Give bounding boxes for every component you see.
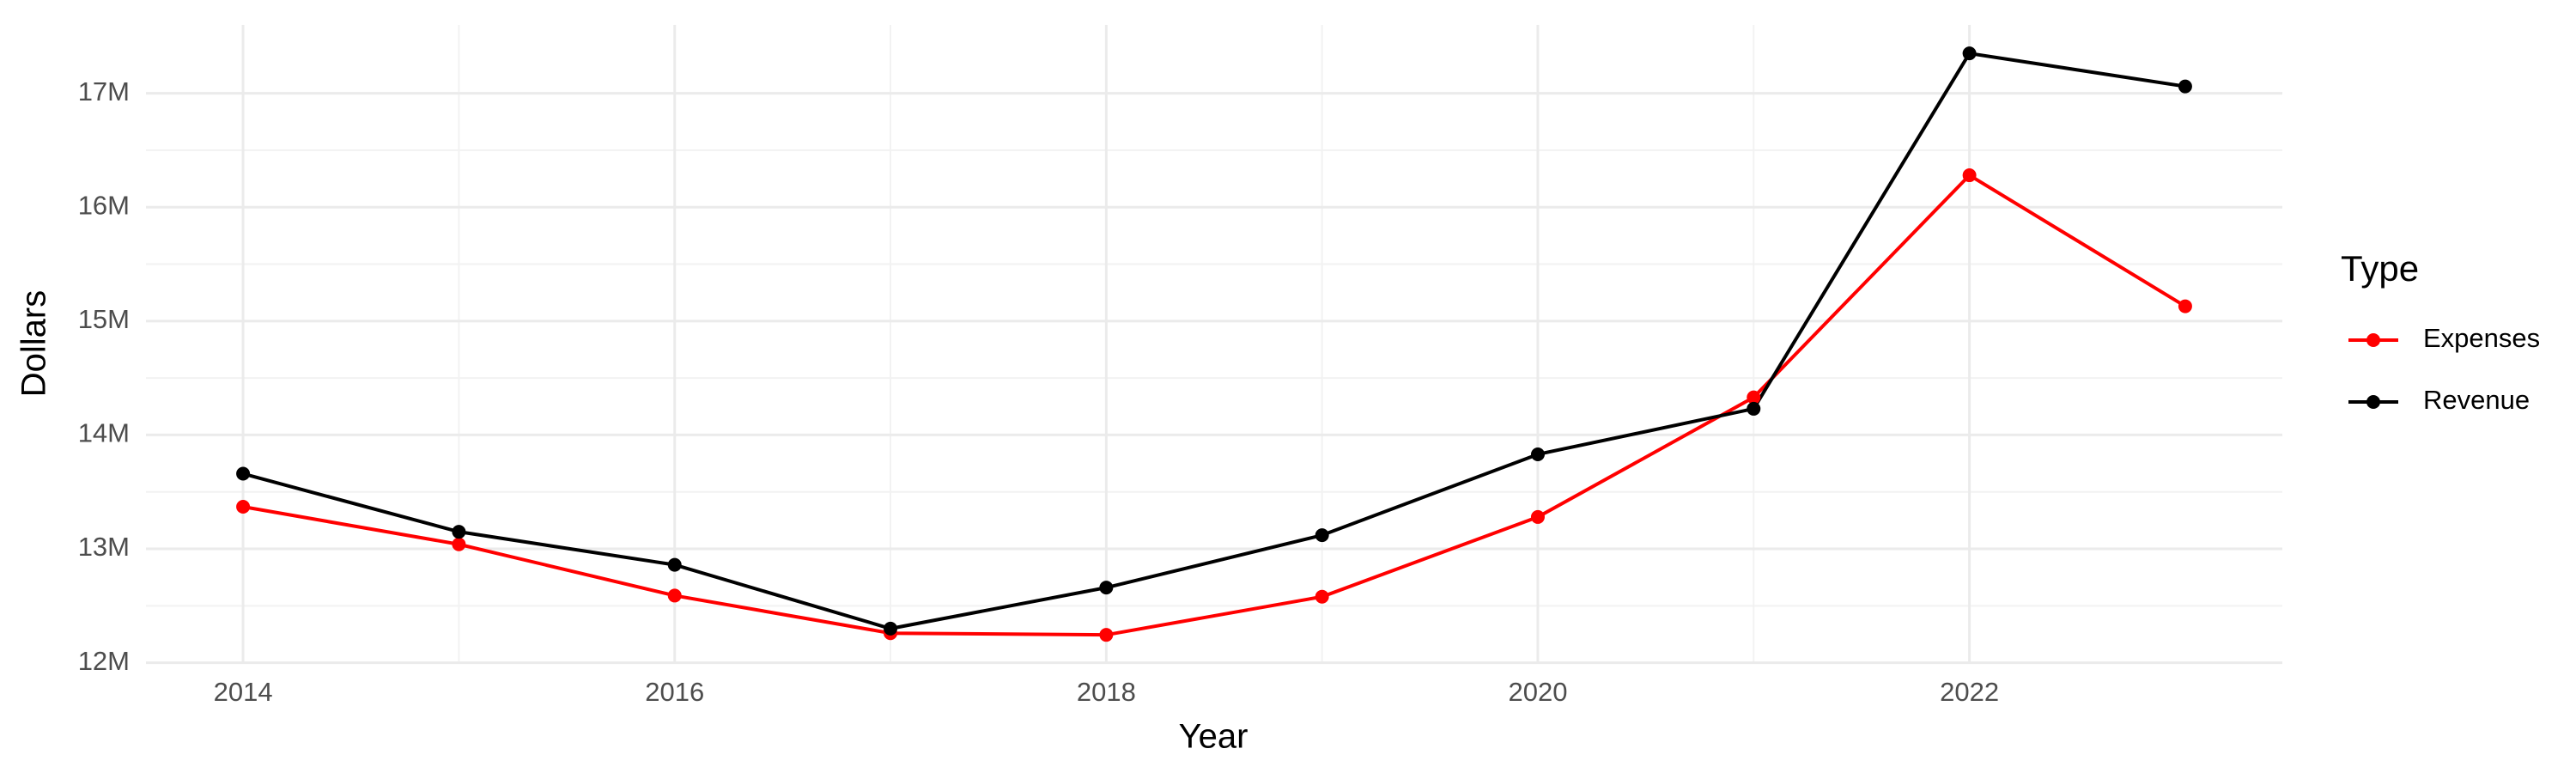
data-point (1099, 581, 1114, 595)
x-tick-label: 2014 (214, 677, 273, 707)
data-point (1315, 528, 1329, 543)
y-tick-label: 12M (78, 646, 130, 676)
y-tick-label: 13M (78, 532, 130, 562)
legend-key-point (2366, 395, 2380, 409)
x-tick-label: 2018 (1077, 677, 1136, 707)
x-axis-title: Year (1179, 718, 1249, 756)
y-tick-label: 17M (78, 76, 130, 107)
data-point (452, 537, 466, 551)
data-point (452, 525, 466, 539)
legend-label: Expenses (2423, 323, 2540, 353)
data-point (1099, 628, 1114, 642)
data-point (1962, 168, 1977, 183)
legend-title: Type (2341, 248, 2419, 289)
data-point (1747, 401, 1761, 416)
x-tick-label: 2022 (1940, 677, 1999, 707)
data-point (667, 557, 682, 572)
series-line (242, 173, 2186, 637)
data-point (1315, 589, 1329, 604)
x-tick-label: 2020 (1508, 677, 1567, 707)
x-tick-label: 2016 (645, 677, 704, 707)
data-point (667, 588, 682, 603)
data-point (2178, 299, 2192, 313)
data-point (1530, 509, 1545, 524)
legend-key-point (2366, 333, 2380, 347)
data-point (236, 466, 251, 481)
data-point (884, 621, 898, 636)
data-point (1530, 447, 1545, 461)
data-point (1962, 46, 1977, 61)
y-tick-label: 15M (78, 304, 130, 334)
y-axis-title: Dollars (15, 290, 53, 397)
legend-label: Revenue (2423, 385, 2530, 415)
series-line (242, 51, 2186, 630)
data-point (2178, 79, 2192, 94)
y-tick-label: 16M (78, 190, 130, 220)
grid (146, 25, 2282, 665)
y-tick-label: 14M (78, 418, 130, 448)
data-point (236, 499, 251, 514)
data-point (1747, 390, 1761, 405)
